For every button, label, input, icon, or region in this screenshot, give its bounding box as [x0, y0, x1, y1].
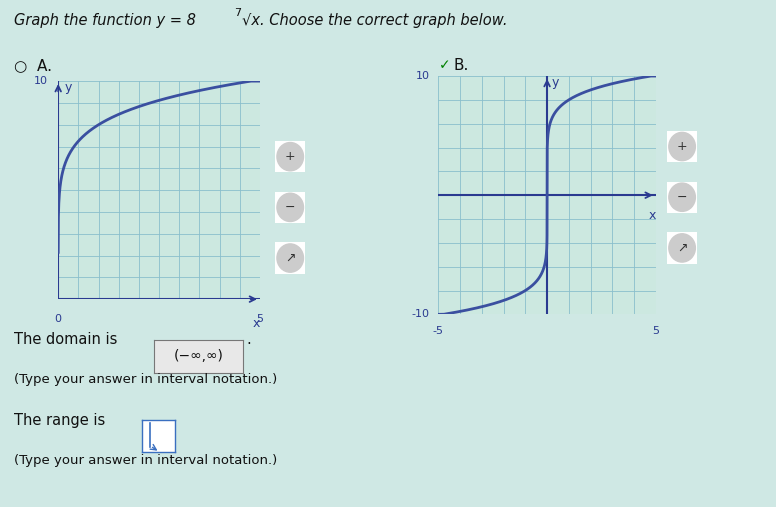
Text: 10: 10	[416, 71, 430, 81]
Text: 7: 7	[234, 8, 241, 18]
Text: ○  A.: ○ A.	[14, 58, 52, 74]
Text: 5: 5	[652, 327, 660, 336]
Text: (Type your answer in interval notation.): (Type your answer in interval notation.)	[14, 454, 277, 467]
Text: ✓: ✓	[438, 58, 450, 73]
Text: The range is: The range is	[14, 413, 106, 428]
Circle shape	[277, 142, 303, 171]
Text: Graph the function y = 8: Graph the function y = 8	[14, 13, 196, 28]
Text: -5: -5	[433, 327, 444, 336]
Circle shape	[669, 234, 695, 262]
Text: √x. Choose the correct graph below.: √x. Choose the correct graph below.	[242, 13, 508, 28]
Text: The domain is: The domain is	[14, 332, 117, 347]
Text: 10: 10	[34, 76, 48, 86]
Text: x: x	[648, 209, 656, 223]
Text: y: y	[552, 76, 559, 89]
Text: y: y	[64, 81, 71, 94]
Text: −: −	[285, 201, 296, 214]
Text: 5: 5	[256, 314, 264, 324]
Text: +: +	[285, 150, 296, 163]
Circle shape	[669, 132, 695, 161]
Circle shape	[669, 183, 695, 211]
Text: 0: 0	[54, 314, 62, 324]
Text: ↗: ↗	[677, 241, 688, 255]
Text: (Type your answer in interval notation.): (Type your answer in interval notation.)	[14, 373, 277, 386]
Text: B.: B.	[454, 58, 469, 74]
Circle shape	[277, 244, 303, 272]
Text: ↗: ↗	[285, 251, 296, 265]
Text: (−∞,∞): (−∞,∞)	[173, 349, 223, 363]
Circle shape	[277, 193, 303, 222]
Text: +: +	[677, 140, 688, 153]
Text: −: −	[677, 191, 688, 204]
Text: .: .	[247, 332, 251, 347]
Text: x: x	[252, 316, 260, 330]
Text: -10: -10	[412, 309, 430, 319]
